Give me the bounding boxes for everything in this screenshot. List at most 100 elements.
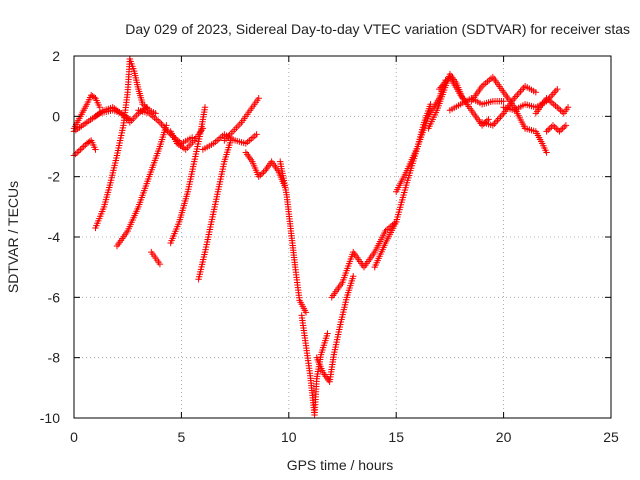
- data-point: [152, 110, 159, 117]
- series-arc-5: [92, 55, 134, 232]
- data-point: [494, 117, 501, 124]
- data-point: [144, 105, 151, 112]
- series-arc-29: [532, 95, 572, 117]
- x-tick-label: 0: [70, 429, 78, 445]
- data-point: [80, 143, 87, 150]
- data-point: [512, 93, 520, 100]
- data-point: [199, 125, 207, 132]
- series-arc-1: [70, 137, 99, 159]
- data-point: [255, 173, 262, 180]
- data-point: [258, 170, 266, 177]
- data-point: [253, 131, 260, 138]
- series-arc-15: [242, 149, 288, 189]
- data-point: [514, 91, 521, 98]
- series-arc-8: [148, 248, 164, 268]
- series-arc-9: [135, 107, 196, 147]
- data-point: [72, 150, 79, 158]
- x-axis-label: GPS time / hours: [287, 457, 394, 473]
- data-point: [92, 146, 99, 153]
- data-point: [257, 171, 264, 179]
- data-point: [517, 88, 524, 95]
- series-arc-30: [543, 122, 570, 135]
- series-arc-7: [113, 122, 170, 250]
- y-tick-label: -2: [48, 169, 61, 185]
- data-point: [557, 107, 564, 114]
- data-point: [158, 120, 165, 128]
- data-point: [543, 128, 550, 135]
- data-point: [564, 104, 572, 111]
- data-point: [255, 95, 262, 102]
- data-point: [156, 260, 164, 268]
- data-point: [491, 120, 498, 127]
- data-point: [260, 168, 267, 176]
- y-tick-label: 2: [52, 48, 60, 64]
- data-point: [77, 146, 84, 153]
- chart-title: Day 029 of 2023, Sidereal Day-to-day VTE…: [125, 21, 630, 37]
- data-point: [551, 89, 558, 96]
- series-arc-14: [221, 95, 262, 144]
- x-tick-label: 10: [281, 429, 297, 445]
- data-point: [90, 94, 98, 101]
- data-point: [498, 111, 506, 119]
- data-point: [497, 113, 504, 120]
- data-point: [551, 123, 558, 131]
- data-point: [561, 123, 568, 131]
- data-point: [96, 104, 103, 111]
- data-point: [558, 108, 566, 116]
- data-point: [554, 104, 561, 111]
- axis-ticks: [73, 55, 612, 419]
- series-arc-19: [328, 218, 400, 301]
- data-point: [201, 104, 209, 111]
- x-tick-label: 25: [603, 429, 619, 445]
- data-point: [557, 126, 565, 134]
- series-arc-2: [70, 92, 103, 132]
- data-point: [544, 126, 552, 134]
- data-point: [555, 105, 563, 112]
- x-tick-label: 5: [178, 429, 186, 445]
- data-point: [549, 122, 557, 129]
- data-point: [324, 330, 331, 337]
- data-point: [142, 104, 150, 111]
- data-point: [492, 118, 500, 126]
- data-point: [553, 125, 560, 132]
- series-arc-12: [195, 137, 235, 283]
- x-tick-label: 20: [496, 429, 512, 445]
- tick-labels: 0 5 10 15 20 25 -10 -8 -6 -4 -2 0 2: [40, 48, 619, 445]
- data-point: [139, 101, 146, 108]
- series-arc-17: [298, 312, 331, 419]
- data-point: [549, 91, 556, 98]
- data-point: [532, 89, 540, 96]
- data-point: [559, 125, 566, 132]
- series-arc-4: [92, 104, 151, 126]
- data-point: [552, 87, 559, 95]
- data-point: [141, 102, 148, 109]
- data-point: [74, 149, 81, 156]
- series-arc-18: [313, 273, 357, 385]
- x-tick-label: 15: [388, 429, 404, 445]
- series-arc-10: [167, 104, 209, 247]
- data-point: [78, 144, 86, 152]
- y-tick-label: -6: [48, 289, 61, 305]
- series-arc-16: [277, 158, 310, 316]
- series-arc-28: [521, 125, 550, 156]
- data-point: [520, 84, 527, 92]
- data-point: [556, 128, 563, 135]
- data-point: [350, 273, 357, 280]
- data-point: [495, 115, 503, 122]
- data-point: [515, 89, 523, 97]
- data-point: [546, 125, 553, 132]
- data-point: [543, 149, 550, 156]
- series-arc-6: [126, 55, 159, 117]
- y-tick-label: 0: [52, 108, 60, 124]
- data-point: [75, 147, 83, 155]
- data-point: [554, 85, 561, 93]
- grid-lines: [74, 56, 611, 418]
- y-axis-label: SDTVAR / TECUs: [5, 181, 21, 293]
- data-point: [302, 309, 310, 316]
- data-point: [500, 98, 507, 105]
- y-tick-label: -8: [48, 350, 61, 366]
- y-tick-label: -4: [48, 229, 61, 245]
- data-marks: [70, 55, 572, 419]
- data-point: [562, 122, 570, 129]
